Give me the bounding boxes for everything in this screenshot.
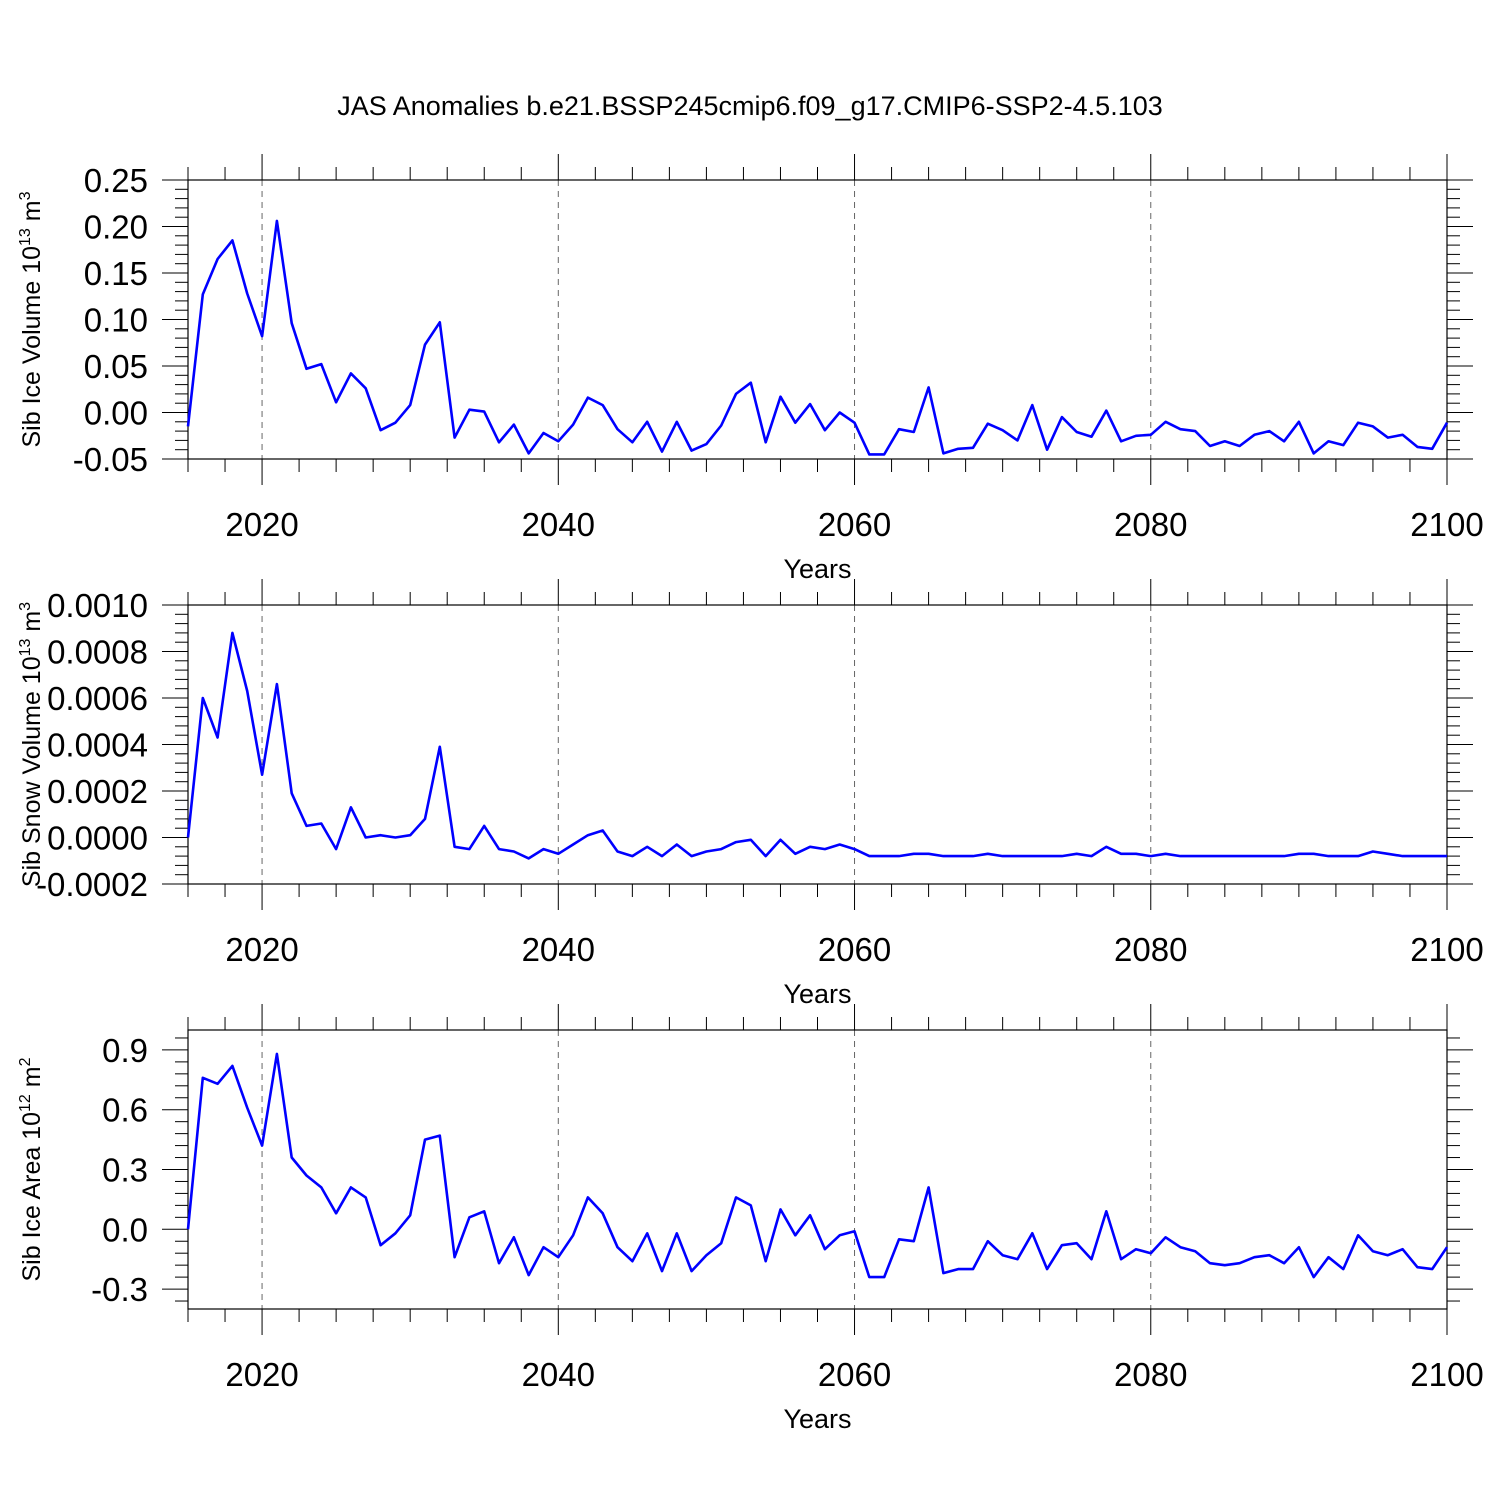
panel-2-ytick-label: -0.0002: [36, 866, 148, 903]
panel-2-ytick-label: 0.0008: [47, 634, 148, 671]
panel-3-xtick-label: 2100: [1410, 1356, 1483, 1393]
panel-3-ytick-label: 0.6: [102, 1092, 148, 1129]
panels: 2020 2040 2060 2080 2100 -0.05 0.00 0.05 0.10 0.1…: [17, 154, 1484, 1434]
panel-1-ytick-label: 0.25: [84, 162, 148, 199]
panel-2-series-line: [186, 631, 1447, 860]
panel-1-ytick-label: 0.00: [84, 395, 148, 432]
panel-2-xtick-label: 2080: [1114, 931, 1187, 968]
panel-2-xtick-label: 2100: [1410, 931, 1483, 968]
panel-1-y-axis-label: Sib Ice Volume 1013 m3: [17, 191, 46, 447]
panel-3-ytick-label: 0.0: [102, 1211, 148, 1248]
panel-3-y-axis-label: Sib Ice Area 1012 m2: [17, 1057, 46, 1281]
panel-2-y-axis-label: Sib Snow Volume 1013 m3: [17, 602, 46, 887]
panel-1-ytick-label: 0.15: [84, 255, 148, 292]
panel-2-ytick-label: 0.0004: [47, 727, 148, 764]
panel-2-xtick-label: 2060: [818, 931, 891, 968]
panel-2: 2020 2040 2060 2080 2100 -0.0002 0.0000 0.0002 0…: [17, 579, 1484, 1009]
panel-1-xtick-label: 2100: [1410, 506, 1483, 543]
panel-2-xtick-label: 2040: [522, 931, 595, 968]
panel-3-ytick-label: -0.3: [91, 1271, 148, 1308]
panel-1-ytick-label: 0.10: [84, 302, 148, 339]
panel-3-x-axis-label: Years: [783, 1404, 851, 1434]
panel-2-x-axis-label: Years: [783, 979, 851, 1009]
panel-1-ytick-label: 0.20: [84, 209, 148, 246]
panel-1-ytick-label: 0.05: [84, 348, 148, 385]
panel-3-xtick-label: 2060: [818, 1356, 891, 1393]
panel-3-ytick-label: 0.3: [102, 1152, 148, 1189]
panel-1-series-line: [186, 219, 1449, 456]
panel-1-ytick-label: -0.05: [73, 441, 148, 478]
panel-2-ytick-label: 0.0006: [47, 680, 148, 717]
panel-1-xtick-label: 2020: [225, 506, 298, 543]
panel-3-ytick-label: 0.9: [102, 1032, 148, 1069]
panel-2-xtick-label: 2020: [225, 931, 298, 968]
panel-1-xtick-label: 2040: [522, 506, 595, 543]
panel-3-xtick-label: 2080: [1114, 1356, 1187, 1393]
panel-1: 2020 2040 2060 2080 2100 -0.05 0.00 0.05 0.10 0.1…: [17, 154, 1484, 584]
figure-title: JAS Anomalies b.e21.BSSP245cmip6.f09_g17…: [337, 91, 1163, 121]
panel-3-series-line: [186, 1052, 1449, 1279]
panel-1-xtick-label: 2060: [818, 506, 891, 543]
panel-2-ytick-label: 0.0000: [47, 820, 148, 857]
panel-3: 2020 2040 2060 2080 2100 -0.3 0.0 0.3 0.6 0.9 Year…: [17, 1004, 1484, 1434]
panel-2-ytick-label: 0.0010: [47, 587, 148, 624]
panel-2-ytick-label: 0.0002: [47, 773, 148, 810]
panel-1-xtick-label: 2080: [1114, 506, 1187, 543]
panel-1-x-axis-label: Years: [783, 554, 851, 584]
panel-3-xtick-label: 2020: [225, 1356, 298, 1393]
panel-3-xtick-label: 2040: [522, 1356, 595, 1393]
